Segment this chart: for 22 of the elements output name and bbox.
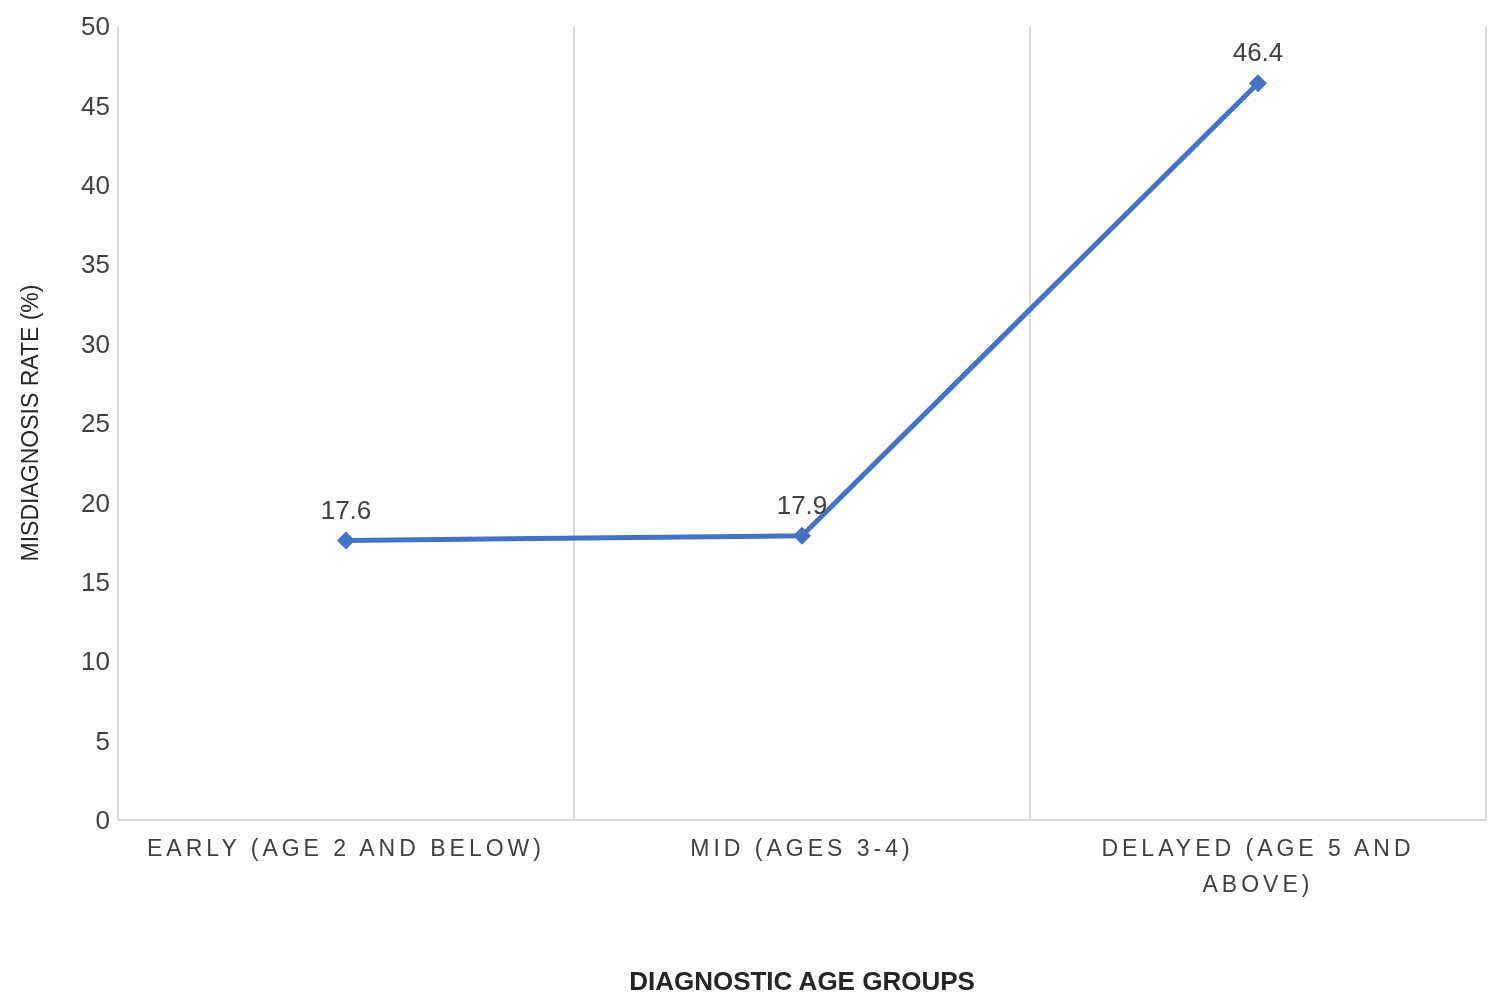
y-tick-label: 30 bbox=[81, 328, 110, 359]
x-tick-label: DELAYED (AGE 5 AND ABOVE) bbox=[1101, 835, 1415, 897]
data-label: 17.9 bbox=[776, 489, 828, 520]
y-tick-label: 0 bbox=[95, 805, 110, 836]
data-label: 46.4 bbox=[1232, 37, 1284, 68]
point bbox=[1249, 74, 1267, 93]
y-tick-label: 20 bbox=[81, 487, 110, 518]
point bbox=[793, 526, 811, 545]
y-axis-title: MISDIAGNOSIS RATE (%) bbox=[17, 284, 44, 562]
x-tick-label: MID (AGES 3-4) bbox=[690, 835, 914, 861]
y-tick-label: 45 bbox=[81, 90, 110, 121]
x-axis-title: DIAGNOSTIC AGE GROUPS bbox=[629, 966, 975, 996]
x-tick-label: EARLY (AGE 2 AND BELOW) bbox=[147, 835, 545, 861]
y-tick-label: 5 bbox=[95, 725, 110, 756]
point bbox=[337, 531, 355, 550]
data-label: 17.6 bbox=[320, 494, 372, 525]
y-tick-label: 40 bbox=[81, 170, 110, 201]
y-tick-label: 15 bbox=[81, 567, 110, 598]
y-tick-label: 50 bbox=[81, 11, 110, 42]
y-tick-label: 35 bbox=[81, 249, 110, 280]
y-tick-label: 10 bbox=[81, 646, 110, 677]
y-tick-label: 25 bbox=[81, 408, 110, 439]
